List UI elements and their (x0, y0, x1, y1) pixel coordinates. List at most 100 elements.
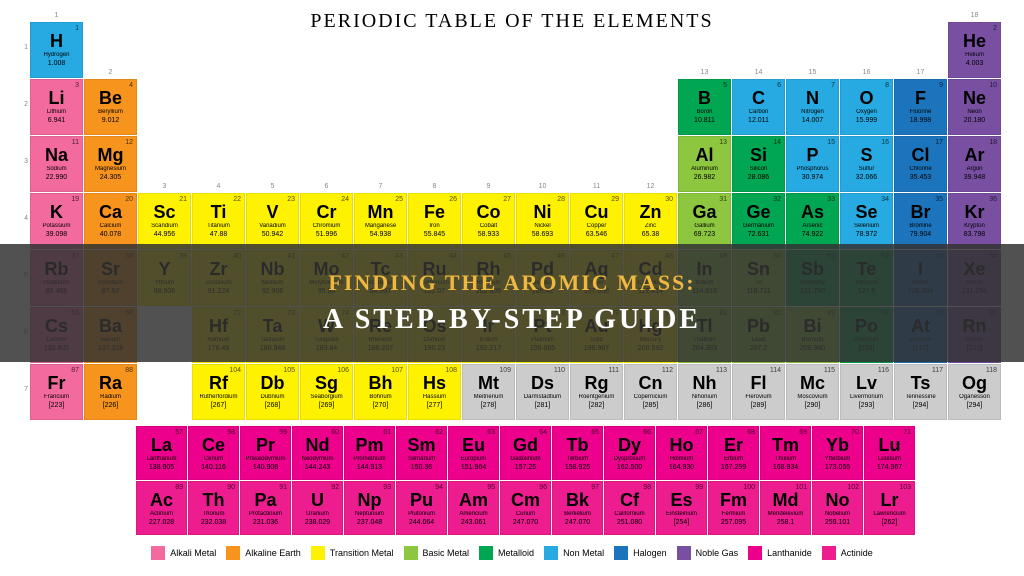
element-Br: 35BrBromine79.904 (894, 193, 947, 249)
element-V: 23VVanadium50.942 (246, 193, 299, 249)
group-label: 5 (246, 183, 299, 190)
element-Cu: 29CuCopper63.546 (570, 193, 623, 249)
element-Ge: 32GeGermanium72.631 (732, 193, 785, 249)
period-label: 3 (18, 158, 28, 165)
element-Hs: 108HsHassium[277] (408, 364, 461, 420)
element-C: 6CCarbon12.011 (732, 79, 785, 135)
element-Li: 3LiLithium6.941 (30, 79, 83, 135)
element-Rg: 111RgRoentgenium[282] (570, 364, 623, 420)
period-label: 1 (18, 44, 28, 51)
overlay-line2: A STEP-BY-STEP GUIDE (0, 304, 1024, 336)
element-B: 5BBoron10.811 (678, 79, 731, 135)
element-Pa: 91PaProtactinium231.036 (240, 481, 291, 535)
group-label: 18 (948, 12, 1001, 19)
element-Ar: 18ArArgon39.948 (948, 136, 1001, 192)
group-label: 1 (30, 12, 83, 19)
legend-item: Actinide (822, 546, 873, 560)
element-Be: 4BeBeryllium9.012 (84, 79, 137, 135)
element-Mg: 12MgMagnesium24.305 (84, 136, 137, 192)
element-P: 15PPhosphorus30.974 (786, 136, 839, 192)
element-Si: 14SiSilicon28.086 (732, 136, 785, 192)
element-Fe: 26FeIron55.845 (408, 193, 461, 249)
element-Am: 95AmAmericium243.061 (448, 481, 499, 535)
element-Md: 101MdMendelevium258.1 (760, 481, 811, 535)
element-Ds: 110DsDarmstadtium[281] (516, 364, 569, 420)
element-Cf: 98CfCalifornium251.080 (604, 481, 655, 535)
group-label: 16 (840, 69, 893, 76)
element-Gd: 64GdGadolinium157.25 (500, 426, 551, 480)
element-Mt: 109MtMeitnerium[278] (462, 364, 515, 420)
element-Lr: 103LrLawrencium[262] (864, 481, 915, 535)
element-Cl: 17ClChlorine35.453 (894, 136, 947, 192)
legend-item: Metalloid (479, 546, 534, 560)
element-Sm: 62SmSamarium150.36 (396, 426, 447, 480)
element-La: 57LaLanthanum138.905 (136, 426, 187, 480)
legend-item: Lanthanide (748, 546, 812, 560)
element-Og: 118OgOganesson[294] (948, 364, 1001, 420)
element-Rf: 104RfRutherfordium[267] (192, 364, 245, 420)
element-Ti: 22TiTitanium47.88 (192, 193, 245, 249)
legend-item: Alkaline Earth (226, 546, 301, 560)
element-Lu: 71LuLutetium174.967 (864, 426, 915, 480)
element-Fm: 100FmFermium257.095 (708, 481, 759, 535)
element-Cr: 24CrChromium51.996 (300, 193, 353, 249)
element-Nd: 60NdNeodymium144.243 (292, 426, 343, 480)
group-label: 7 (354, 183, 407, 190)
element-Ce: 58CeCerium140.116 (188, 426, 239, 480)
element-Ho: 67HoHolmium164.930 (656, 426, 707, 480)
element-Ni: 28NiNickel58.693 (516, 193, 569, 249)
category-legend: Alkali MetalAlkaline EarthTransition Met… (0, 546, 1024, 560)
group-label: 17 (894, 69, 947, 76)
element-K: 19KPotassium39.098 (30, 193, 83, 249)
group-label: 2 (84, 69, 137, 76)
element-Er: 68ErErbium167.259 (708, 426, 759, 480)
group-label: 12 (624, 183, 677, 190)
title-overlay: FINDING THE AROMIC MASS: A STEP-BY-STEP … (0, 244, 1024, 362)
element-Bh: 107BhBohrium[270] (354, 364, 407, 420)
period-label: 7 (18, 386, 28, 393)
group-label: 8 (408, 183, 461, 190)
element-Na: 11NaSodium22.990 (30, 136, 83, 192)
group-label: 13 (678, 69, 731, 76)
legend-item: Non Metal (544, 546, 604, 560)
legend-item: Halogen (614, 546, 667, 560)
element-Yb: 70YbYtterbium173.055 (812, 426, 863, 480)
element-Mn: 25MnManganese54.938 (354, 193, 407, 249)
element-Tb: 65TbTerbium158.925 (552, 426, 603, 480)
element-Bk: 97BkBerkelium247.070 (552, 481, 603, 535)
period-label: 2 (18, 101, 28, 108)
element-F: 9FFluorine18.998 (894, 79, 947, 135)
element-Nh: 113NhNihonium[286] (678, 364, 731, 420)
element-Pm: 61PmPromethium144.913 (344, 426, 395, 480)
legend-item: Noble Gas (677, 546, 739, 560)
element-Lv: 116LvLivermorium[293] (840, 364, 893, 420)
element-U: 92UUranium238.029 (292, 481, 343, 535)
element-Db: 105DbDubnium[268] (246, 364, 299, 420)
element-Ra: 88RaRadium[226] (84, 364, 137, 420)
element-Ac: 89AcActinium227.028 (136, 481, 187, 535)
element-Es: 99EsEinsteinium[254] (656, 481, 707, 535)
period-label: 4 (18, 215, 28, 222)
element-Pu: 94PuPlutonium244.064 (396, 481, 447, 535)
group-label: 4 (192, 183, 245, 190)
page-title: PERIODIC TABLE OF THE ELEMENTS (0, 0, 1024, 33)
legend-item: Alkali Metal (151, 546, 216, 560)
element-Zn: 30ZnZinc65.38 (624, 193, 677, 249)
element-As: 33AsArsenic74.922 (786, 193, 839, 249)
group-label: 3 (138, 183, 191, 190)
element-Tm: 69TmThulium168.934 (760, 426, 811, 480)
element-Sc: 21ScScandium44.956 (138, 193, 191, 249)
element-Eu: 63EuEuropium151.964 (448, 426, 499, 480)
element-N: 7NNitrogen14.007 (786, 79, 839, 135)
group-label: 6 (300, 183, 353, 190)
element-Ca: 20CaCalcium40.078 (84, 193, 137, 249)
element-Ne: 10NeNeon20.180 (948, 79, 1001, 135)
element-No: 102NoNobelium259.101 (812, 481, 863, 535)
element-Se: 34SeSelenium78.972 (840, 193, 893, 249)
group-label: 9 (462, 183, 515, 190)
element-S: 16SSulfur32.066 (840, 136, 893, 192)
group-label: 10 (516, 183, 569, 190)
element-Ts: 117TsTennessine[294] (894, 364, 947, 420)
element-Np: 93NpNeptunium237.048 (344, 481, 395, 535)
element-Th: 90ThThorium232.038 (188, 481, 239, 535)
